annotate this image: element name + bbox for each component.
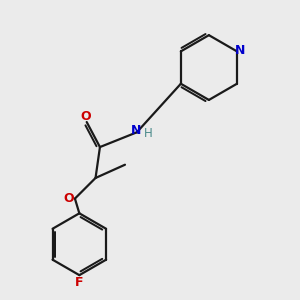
Text: O: O bbox=[63, 192, 74, 205]
Text: N: N bbox=[235, 44, 246, 57]
Text: H: H bbox=[144, 127, 152, 140]
Text: N: N bbox=[131, 124, 141, 137]
Text: F: F bbox=[75, 276, 84, 289]
Text: O: O bbox=[81, 110, 92, 123]
